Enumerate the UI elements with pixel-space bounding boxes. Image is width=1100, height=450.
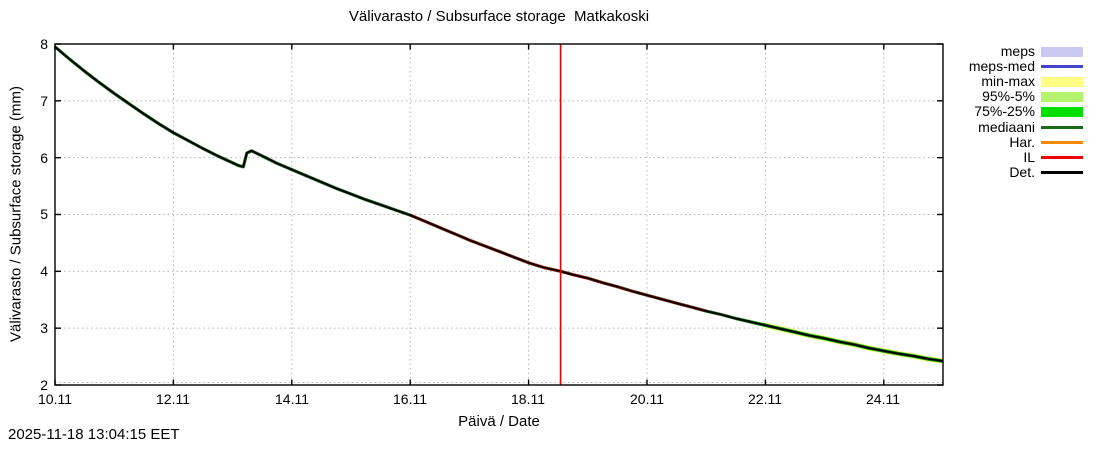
- y-tick-label: 2: [40, 377, 48, 393]
- y-tick-label: 6: [40, 150, 48, 166]
- legend-swatch-band: [1041, 106, 1083, 117]
- legend-label: mediaani: [978, 118, 1035, 135]
- x-axis-label: Päivä / Date: [458, 413, 540, 430]
- x-tick-label: 20.11: [630, 391, 664, 407]
- legend-swatch-band: [1041, 76, 1083, 87]
- x-tick-label: 24.11: [866, 391, 900, 407]
- legend-label: min-max: [981, 73, 1035, 90]
- legend-swatch-band: [1041, 46, 1083, 57]
- legend: meps meps-med min-max 95%-5% 75%-25% med…: [900, 44, 1083, 180]
- legend-label: 95%-5%: [982, 88, 1035, 105]
- y-tick-label: 3: [40, 320, 48, 336]
- legend-label: 75%-25%: [974, 103, 1035, 120]
- x-tick-label: 12.11: [156, 391, 190, 407]
- chart-title: Välivarasto / Subsurface storage Matkako…: [348, 8, 650, 25]
- legend-item-75-25: 75%-25%: [900, 104, 1083, 119]
- legend-swatch-band: [1041, 91, 1083, 102]
- legend-item-95-5: 95%-5%: [900, 89, 1083, 104]
- x-tick-label: 18.11: [511, 391, 545, 407]
- legend-item-mediaani: mediaani: [900, 119, 1083, 134]
- legend-label: Har.: [1009, 133, 1035, 150]
- legend-swatch-line: [1041, 155, 1083, 159]
- x-tick-label: 10.11: [38, 391, 72, 407]
- legend-item-det: Det.: [900, 163, 1083, 180]
- y-tick-label: 8: [40, 36, 48, 52]
- legend-label: IL: [1023, 148, 1035, 165]
- x-tick-label: 16.11: [393, 391, 427, 407]
- legend-item-har: Har.: [900, 133, 1083, 150]
- legend-item-meps: meps: [900, 44, 1083, 59]
- x-tick-label: 22.11: [748, 391, 782, 407]
- legend-swatch-line: [1041, 170, 1083, 174]
- x-tick-label: 14.11: [275, 391, 309, 407]
- legend-label: Det.: [1009, 163, 1035, 180]
- y-tick-label: 4: [40, 263, 48, 279]
- legend-swatch-line: [1041, 65, 1083, 69]
- legend-swatch-line: [1041, 140, 1083, 144]
- y-tick-label: 5: [40, 206, 48, 222]
- legend-item-il: IL: [900, 148, 1083, 165]
- legend-label: meps: [1000, 43, 1035, 60]
- y-tick-label: 7: [40, 93, 48, 109]
- legend-swatch-line: [1041, 125, 1083, 129]
- legend-label: meps-med: [968, 58, 1035, 75]
- legend-item-meps-med: meps-med: [900, 59, 1083, 74]
- legend-item-min-max: min-max: [900, 74, 1083, 89]
- render-timestamp: 2025-11-18 13:04:15 EET: [8, 426, 180, 443]
